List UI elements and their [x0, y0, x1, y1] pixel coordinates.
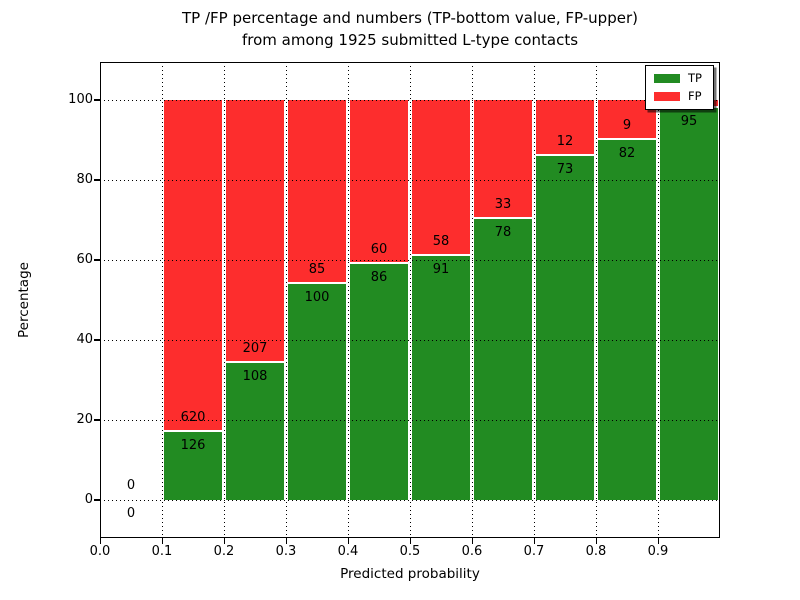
- x-gridline: [409, 62, 411, 538]
- x-tick-label: 0.6: [461, 544, 483, 559]
- y-gridline: [100, 99, 720, 101]
- x-tick-label: 0.9: [647, 544, 669, 559]
- x-tick: [657, 538, 659, 544]
- tp-bar-segment: [536, 156, 594, 500]
- y-gridline: [100, 419, 720, 421]
- x-tick-label: 0.0: [89, 544, 111, 559]
- y-tick-label: 20: [76, 412, 93, 427]
- tp-count-label: 100: [304, 289, 330, 305]
- tp-bar-segment: [474, 218, 532, 500]
- x-gridline: [347, 62, 349, 538]
- y-tick: [94, 179, 100, 181]
- tp-count-label: 78: [494, 224, 512, 240]
- x-gridline: [657, 62, 659, 538]
- x-gridline: [595, 62, 597, 538]
- y-tick: [94, 339, 100, 341]
- fp-count-label: 85: [308, 261, 326, 277]
- legend-entry-fp: FP: [646, 90, 713, 103]
- x-gridline: [285, 62, 287, 538]
- x-tick-label: 0.4: [337, 544, 359, 559]
- x-axis-label: Predicted probability: [340, 566, 480, 582]
- y-tick: [94, 419, 100, 421]
- x-tick: [99, 538, 101, 544]
- tp-count-label: 86: [370, 270, 388, 286]
- tp-bar-segment: [288, 283, 346, 500]
- y-gridline: [100, 339, 720, 341]
- y-gridline: [100, 179, 720, 181]
- y-tick-label: 40: [76, 332, 93, 347]
- fp-legend-swatch: [654, 92, 680, 101]
- fp-count-label: 12: [556, 134, 574, 150]
- x-tick-label: 0.3: [275, 544, 297, 559]
- x-tick: [223, 538, 225, 544]
- x-tick: [285, 538, 287, 544]
- y-tick: [94, 499, 100, 501]
- x-tick: [471, 538, 473, 544]
- x-gridline: [223, 62, 225, 538]
- tp-count-label: 0: [126, 506, 136, 521]
- fp-bar-segment: [474, 100, 532, 219]
- tp-count-label: 108: [242, 368, 268, 384]
- x-tick: [347, 538, 349, 544]
- x-tick: [595, 538, 597, 544]
- tp-bar-segment: [598, 139, 656, 500]
- fp-bar-segment: [350, 100, 408, 265]
- x-gridline: [161, 62, 163, 538]
- tp-bar-segment: [350, 264, 408, 500]
- y-tick-label: 60: [76, 252, 93, 267]
- x-tick: [161, 538, 163, 544]
- y-tick-label: 100: [68, 92, 93, 107]
- fp-count-label: 0: [126, 478, 136, 493]
- y-tick: [94, 259, 100, 261]
- tp-count-label: 91: [432, 261, 450, 277]
- legend-entry-tp: TP: [646, 72, 713, 85]
- y-gridline: [100, 259, 720, 261]
- fp-count-label: 620: [180, 410, 206, 426]
- x-tick-label: 0.7: [523, 544, 545, 559]
- fp-bar-segment: [536, 100, 594, 157]
- tp-count-label: 95: [680, 114, 698, 130]
- y-gridline: [100, 499, 720, 501]
- x-tick: [533, 538, 535, 544]
- y-tick-label: 0: [84, 492, 93, 507]
- chart-title-line-2: from among 1925 submitted L-type contact…: [241, 31, 579, 49]
- legend: TP FP: [645, 65, 714, 110]
- tp-count-label: 82: [618, 145, 636, 161]
- y-tick-label: 80: [76, 172, 93, 187]
- x-tick-label: 0.2: [213, 544, 235, 559]
- tp-bar-segment: [412, 255, 470, 500]
- fp-bar-segment: [226, 100, 284, 363]
- x-tick-label: 0.5: [399, 544, 421, 559]
- x-tick-label: 0.8: [585, 544, 607, 559]
- y-axis-label: Percentage: [16, 262, 32, 338]
- fp-legend-label: FP: [688, 89, 702, 103]
- tp-bar-segment: [226, 362, 284, 500]
- tp-legend-swatch: [654, 74, 680, 83]
- fp-count-label: 60: [370, 242, 388, 258]
- tp-count-label: 126: [180, 438, 206, 454]
- fp-count-label: 207: [242, 340, 268, 356]
- tp-count-label: 73: [556, 162, 574, 178]
- fp-count-label: 9: [622, 117, 632, 133]
- tp-bar-segment: [660, 108, 718, 500]
- x-tick-label: 0.1: [151, 544, 173, 559]
- chart-title-line-1: TP /FP percentage and numbers (TP-bottom…: [182, 9, 638, 27]
- tp-legend-label: TP: [688, 71, 702, 85]
- y-tick: [94, 99, 100, 101]
- plot-area: 0 0 620 126 207 108 85 100 60 86 58 91 33 78 12 73 9 82 95: [100, 62, 720, 538]
- x-tick: [409, 538, 411, 544]
- tp-bar-segment: [164, 432, 222, 500]
- fp-bar-segment: [412, 100, 470, 256]
- x-gridline: [471, 62, 473, 538]
- chart-title: TP /FP percentage and numbers (TP-bottom…: [100, 7, 720, 51]
- fp-bar-segment: [288, 100, 346, 284]
- fp-count-label: 58: [432, 233, 450, 249]
- fp-bar-segment: [164, 100, 222, 433]
- x-gridline: [533, 62, 535, 538]
- fp-count-label: 33: [494, 196, 512, 212]
